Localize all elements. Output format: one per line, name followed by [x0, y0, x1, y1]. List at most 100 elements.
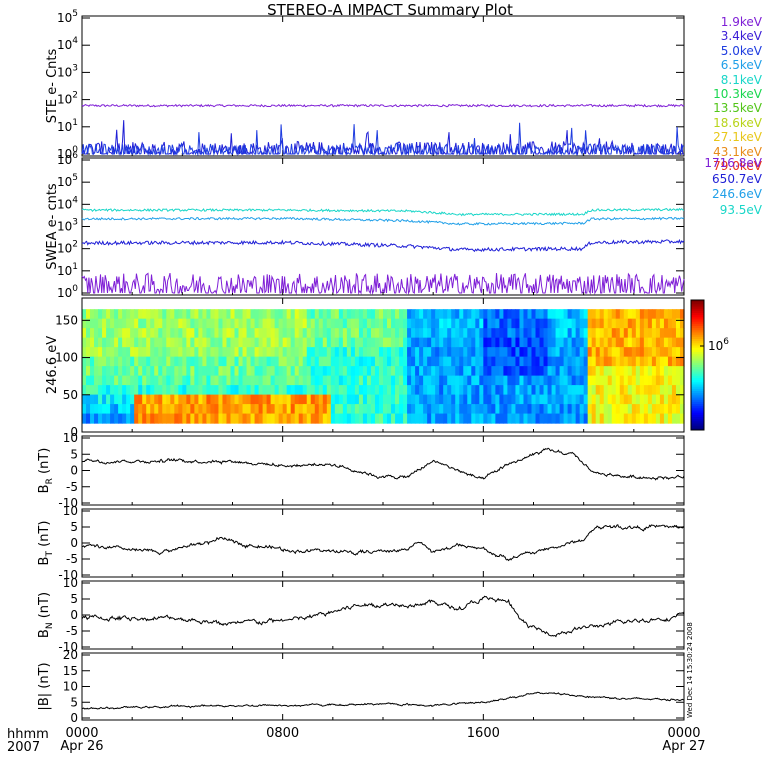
- heatmap-cell: [679, 375, 685, 386]
- heatmap-cell: [86, 366, 91, 377]
- heatmap-cell: [342, 404, 348, 415]
- heatmap-cell: [463, 318, 468, 329]
- heatmap-cell: [238, 404, 244, 415]
- heatmap-cell: [387, 375, 392, 386]
- heatmap-cell: [419, 356, 424, 367]
- colorbar-segment: [691, 378, 704, 381]
- heatmap-cell: [535, 356, 541, 367]
- heatmap-cell: [106, 309, 111, 320]
- heatmap-cell: [455, 337, 460, 348]
- heatmap-cell: [631, 375, 637, 386]
- heatmap-cell: [334, 337, 340, 348]
- heatmap-cell: [198, 413, 203, 424]
- heatmap-cell: [443, 356, 448, 367]
- colorbar-segment: [691, 369, 704, 372]
- heatmap-cell: [619, 347, 625, 358]
- heatmap-cell: [330, 337, 336, 348]
- heatmap-cell: [551, 347, 557, 358]
- heatmap-cell: [214, 394, 220, 405]
- heatmap-cell: [675, 394, 681, 405]
- heatmap-cell: [102, 337, 107, 348]
- heatmap-cell: [166, 337, 171, 348]
- heatmap-cell: [126, 413, 131, 424]
- heatmap-cell: [647, 385, 653, 396]
- heatmap-cell: [611, 328, 617, 339]
- heatmap-cell: [370, 404, 376, 415]
- heatmap-cell: [346, 385, 352, 396]
- heatmap-cell: [282, 309, 288, 320]
- heatmap-cell: [206, 366, 212, 377]
- heatmap-cell: [619, 318, 625, 329]
- heatmap-cell: [571, 347, 577, 358]
- heatmap-cell: [82, 347, 87, 358]
- heatmap-cell: [326, 385, 332, 396]
- heatmap-cell: [330, 394, 336, 405]
- heatmap-cell: [659, 366, 665, 377]
- heatmap-cell: [166, 394, 171, 405]
- heatmap-cell: [190, 366, 195, 377]
- heatmap-cell: [423, 356, 428, 367]
- heatmap-cell: [310, 328, 316, 339]
- heatmap-cell: [563, 356, 569, 367]
- heatmap-cell: [387, 413, 392, 424]
- heatmap-cell: [322, 328, 328, 339]
- heatmap-cell: [278, 394, 284, 405]
- heatmap-cell: [571, 413, 577, 424]
- heatmap-cell: [234, 328, 240, 339]
- heatmap-cell: [559, 328, 565, 339]
- heatmap-cell: [519, 337, 525, 348]
- heatmap-cell: [415, 356, 420, 367]
- heatmap-cell: [519, 356, 525, 367]
- heatmap-cell: [222, 356, 228, 367]
- heatmap-cell: [214, 404, 220, 415]
- heatmap-cell: [358, 318, 364, 329]
- heatmap-cell: [535, 394, 541, 405]
- heatmap-cell: [619, 404, 625, 415]
- heatmap-cell: [366, 385, 372, 396]
- heatmap-cell: [322, 366, 328, 377]
- colorbar-segment: [691, 339, 704, 342]
- heatmap-cell: [218, 375, 224, 386]
- heatmap-cell: [531, 318, 537, 329]
- heatmap-cell: [138, 309, 143, 320]
- y-tick-label-bn: -5: [66, 624, 78, 638]
- heatmap-cell: [499, 413, 504, 424]
- heatmap-cell: [635, 375, 641, 386]
- heatmap-cell: [350, 318, 356, 329]
- heatmap-cell: [499, 328, 504, 339]
- heatmap-cell: [118, 394, 123, 405]
- heatmap-cell: [190, 309, 195, 320]
- heatmap-cell: [90, 394, 95, 405]
- heatmap-cell: [174, 385, 179, 396]
- heatmap-cell: [366, 309, 372, 320]
- heatmap-cell: [182, 413, 187, 424]
- heatmap-cell: [194, 337, 199, 348]
- heatmap-cell: [547, 375, 553, 386]
- heatmap-cell: [495, 385, 500, 396]
- heatmap-cell: [238, 318, 244, 329]
- heatmap-cell: [491, 394, 496, 405]
- heatmap-cell: [511, 366, 517, 377]
- heatmap-cell: [198, 394, 203, 405]
- heatmap-cell: [567, 309, 573, 320]
- legend-entry: 246.6eV: [712, 187, 762, 201]
- heatmap-cell: [431, 413, 436, 424]
- heatmap-cell: [230, 413, 236, 424]
- tick-exponent: 2: [72, 91, 78, 101]
- heatmap-cell: [631, 356, 637, 367]
- heatmap-cell: [94, 375, 99, 386]
- heatmap-cell: [571, 318, 577, 329]
- heatmap-cell: [503, 309, 509, 320]
- heatmap-cell: [495, 328, 500, 339]
- heatmap-cell: [451, 347, 456, 358]
- heatmap-cell: [675, 309, 681, 320]
- legend-swea: 1716.8eV 650.7eV 246.6eV 93.5eV: [690, 156, 762, 218]
- heatmap-cell: [579, 375, 585, 386]
- heatmap-cell: [623, 375, 629, 386]
- heatmap-cell: [86, 356, 91, 367]
- heatmap-cell: [527, 375, 533, 386]
- heatmap-cell: [306, 347, 312, 358]
- heatmap-cell: [391, 337, 396, 348]
- heatmap-cell: [459, 375, 464, 386]
- heatmap-cell: [475, 366, 480, 377]
